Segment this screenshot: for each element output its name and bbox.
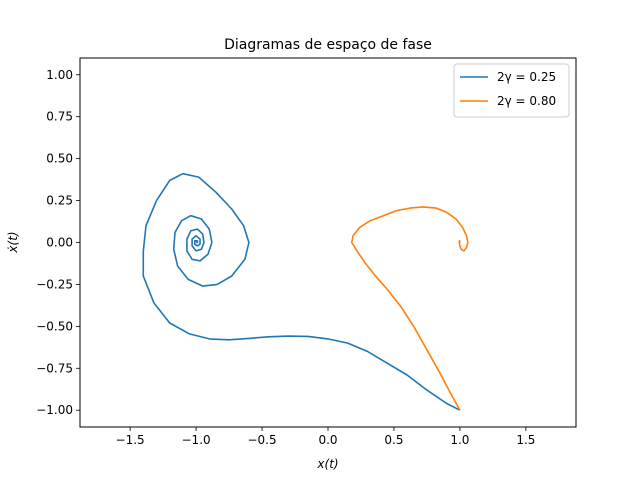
- x-tick-label: −1.0: [182, 433, 211, 447]
- x-tick-label: 1.0: [450, 433, 469, 447]
- series-line-1: [350, 206, 469, 411]
- legend-label-0: 2γ = 0.25: [497, 70, 556, 84]
- chart-title: Diagramas de espaço de fase: [224, 37, 432, 53]
- x-tick-label: 0.0: [318, 433, 337, 447]
- legend: 2γ = 0.25 2γ = 0.80: [453, 63, 570, 118]
- x-axis-label: x(t): [316, 457, 338, 471]
- series-line-0: [142, 172, 461, 411]
- y-tick-label: −0.50: [36, 319, 73, 333]
- x-tick-label: −1.5: [116, 433, 145, 447]
- x-tick-label: 0.5: [384, 433, 403, 447]
- legend-label-1: 2γ = 0.80: [497, 94, 556, 108]
- y-tick-label: 0.00: [46, 236, 73, 250]
- y-tick-label: −0.25: [36, 277, 73, 291]
- y-axis: 1.00 0.75 0.50 0.25 0.00 −0.25 −0.50 −0.75 −1.00: [36, 68, 80, 417]
- y-tick-label: 1.00: [46, 68, 73, 82]
- y-tick-label: −1.00: [36, 403, 73, 417]
- y-tick-label: 0.50: [46, 152, 73, 166]
- x-tick-label: 1.5: [516, 433, 535, 447]
- x-axis: −1.5 −1.0 −0.5 0.0 0.5 1.0 1.5: [116, 427, 535, 447]
- x-tick-label: −0.5: [247, 433, 276, 447]
- y-tick-label: −0.75: [36, 361, 73, 375]
- y-axis-label: ẋ(t): [6, 231, 20, 253]
- series-layer: [142, 172, 469, 411]
- y-tick-label: 0.75: [46, 110, 73, 124]
- y-tick-label: 0.25: [46, 194, 73, 208]
